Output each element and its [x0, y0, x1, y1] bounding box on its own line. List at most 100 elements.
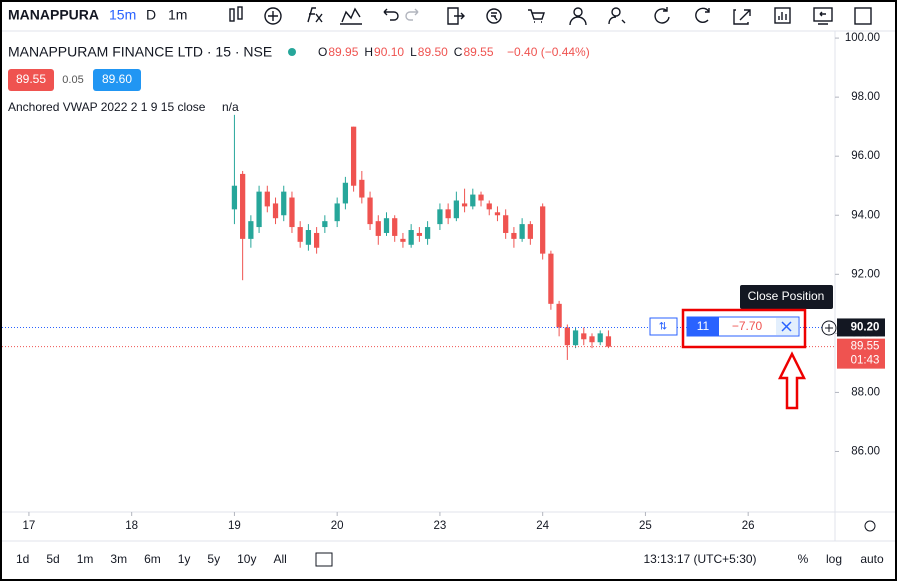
candle-body	[540, 206, 546, 254]
candle-body	[527, 224, 533, 239]
interval-button[interactable]: D	[146, 7, 156, 23]
candle-body	[437, 209, 443, 225]
ohlc-value: 90.10	[374, 45, 404, 59]
candle-body	[248, 221, 254, 239]
ohlc-value: 89.55	[463, 45, 493, 59]
y-tick-label: 88.00	[851, 386, 880, 398]
candle-body	[289, 197, 295, 228]
candle-body	[264, 191, 270, 207]
tooltip-text: Close Position	[748, 289, 825, 303]
candle-body	[564, 327, 570, 346]
change: −0.40 (−0.44%)	[507, 45, 590, 59]
ohlc-key: C	[454, 45, 463, 59]
candle-body	[478, 194, 484, 201]
candle-body	[470, 194, 476, 207]
range-button[interactable]: 5y	[207, 552, 220, 566]
position-price-tag	[837, 318, 885, 337]
clock: 13:13:17 (UTC+5:30)	[643, 552, 756, 566]
last-price-label: 89.55	[851, 341, 880, 353]
y-tick-label: 92.00	[851, 268, 880, 280]
candle-body	[556, 303, 562, 328]
reverse-button[interactable]	[649, 317, 678, 336]
range-button[interactable]: All	[273, 552, 286, 566]
range-button[interactable]: 10y	[237, 552, 256, 566]
indicator: Anchored VWAP 2022 2 1 9 15 close	[8, 100, 206, 114]
x-tick-label: 26	[742, 520, 755, 532]
candle-body	[281, 191, 287, 216]
toolbar: MANAPPURA 15m D 1m	[2, 6, 895, 32]
candle-body	[383, 218, 390, 233]
scale-option[interactable]: %	[798, 552, 809, 566]
candle-body	[392, 218, 398, 236]
candle-body	[400, 238, 406, 242]
range-button[interactable]: 5d	[46, 552, 59, 566]
countdown: 01:43	[851, 355, 880, 367]
candle-body	[416, 232, 423, 236]
range-button[interactable]: 1d	[16, 552, 29, 566]
position-price-label: 90.20	[851, 321, 880, 333]
candle-body	[408, 230, 414, 245]
annotation-arrow	[777, 351, 807, 410]
candle-body	[367, 197, 373, 225]
x-tick-label: 18	[125, 520, 138, 532]
y-tick-label: 98.00	[851, 91, 880, 103]
sell-button[interactable]	[8, 69, 54, 91]
buy-price[interactable]: 89.60	[102, 72, 132, 86]
position-pnl: −7.70	[732, 319, 763, 333]
candle-body	[424, 227, 431, 239]
toolbar-icons[interactable]	[229, 6, 872, 26]
x-tick-label: 23	[434, 520, 447, 532]
y-tick-label: 100.00	[845, 32, 880, 44]
spread: 0.05	[62, 74, 83, 86]
buy-button[interactable]	[93, 69, 141, 91]
market-status	[288, 48, 296, 56]
y-tick-label: 96.00	[851, 150, 880, 162]
scale-option[interactable]: log	[826, 552, 842, 566]
range-button[interactable]: 3m	[110, 552, 127, 566]
ohlc-value: 89.95	[328, 45, 358, 59]
symbol[interactable]: MANAPPURA	[8, 7, 99, 23]
ohlc-key: H	[364, 45, 373, 59]
plot-area: 86.0088.0090.0092.0094.0096.0098.00100.0…	[2, 31, 895, 541]
settings-icon[interactable]	[864, 520, 876, 532]
footer: 1d 5d 1m 3m 6m 1y 5y 10y All 13:13:17 (UTC+5:30)…	[2, 520, 895, 567]
candle-body	[375, 221, 381, 236]
candle-body	[313, 232, 320, 248]
date-range-icon[interactable]	[315, 552, 333, 567]
candle-body	[272, 203, 279, 219]
range-button[interactable]: 1y	[178, 552, 191, 566]
candle-body	[597, 333, 603, 343]
sell-price[interactable]: 89.55	[16, 72, 46, 86]
candle-body	[486, 203, 492, 210]
candle-body	[503, 215, 509, 233]
candle-body	[461, 203, 468, 207]
candle-body	[322, 221, 328, 228]
ohlc-key: O	[318, 45, 327, 59]
candle-body	[589, 336, 595, 343]
interval[interactable]: 15m	[109, 7, 136, 23]
indicator-value: n/a	[222, 100, 239, 114]
candle-body	[511, 232, 517, 239]
add-icon	[825, 324, 833, 332]
symbol-title: MANAPPURAM FINANCE LTD · 15 · NSE	[8, 44, 272, 60]
reverse-icon: ⇅	[659, 322, 667, 333]
interval-button[interactable]: 1m	[168, 7, 187, 23]
candle-body	[605, 336, 612, 347]
x-tick-label: 24	[536, 520, 549, 532]
ohlc-value: 89.50	[418, 45, 448, 59]
x-tick-label: 17	[23, 520, 36, 532]
candle-body	[305, 230, 312, 245]
y-tick-label: 86.00	[851, 446, 880, 458]
range-button[interactable]: 6m	[144, 552, 161, 566]
position-widget: ⇅ 11 −7.70 Close Position	[649, 285, 837, 410]
candle-body	[334, 203, 340, 222]
candle-body	[297, 227, 303, 242]
close-icon	[781, 321, 792, 332]
scale-option[interactable]: auto	[860, 552, 884, 566]
candle-body	[519, 224, 525, 239]
candle-body	[240, 173, 246, 239]
range-button[interactable]: 1m	[77, 552, 94, 566]
candle-body	[548, 253, 554, 304]
ohlc-key: L	[410, 45, 417, 59]
candle-body	[231, 185, 238, 210]
